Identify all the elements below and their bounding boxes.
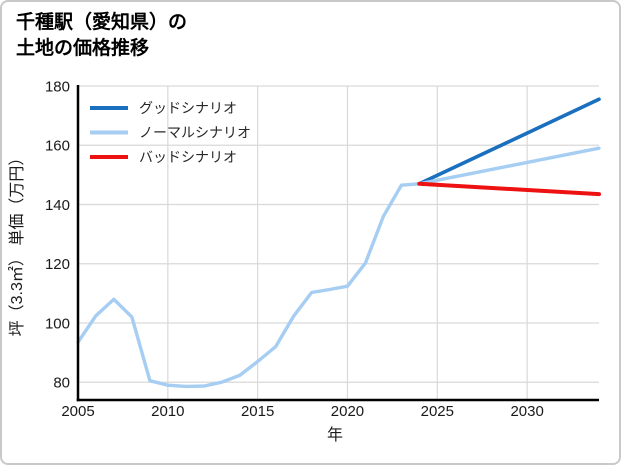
- y-tick-label-80: 80: [53, 375, 70, 392]
- legend-label-bad-scenario: バッドシナリオ: [139, 149, 237, 165]
- x-axis-label: 年: [327, 426, 343, 444]
- x-tick-label-2025: 2025: [421, 403, 454, 420]
- chart-title-line2: 土地の価格推移: [16, 38, 150, 59]
- chart-title: 千種駅（愛知県）の 土地の価格推移: [16, 10, 187, 62]
- y-tick-label-100: 100: [45, 315, 70, 332]
- x-tick-label-2020: 2020: [331, 403, 364, 420]
- legend-label-normal-scenario: ノーマルシナリオ: [139, 125, 251, 141]
- y-tick-label-180: 180: [45, 79, 70, 96]
- series-line-bad-scenario: [417, 181, 601, 197]
- series-line-normal-scenario: [76, 146, 601, 389]
- chart-title-line1: 千種駅（愛知県）の: [16, 12, 188, 33]
- y-tick-label-120: 120: [45, 256, 70, 273]
- legend-label-good-scenario: グッドシナリオ: [139, 100, 237, 116]
- series-line-good-scenario: [417, 97, 601, 186]
- y-tick-label-140: 140: [45, 197, 70, 214]
- y-axis-label: 坪（3.3㎡） 単価（万円）: [8, 150, 26, 337]
- y-tick-label-160: 160: [45, 138, 70, 155]
- x-tick-label-2015: 2015: [241, 403, 274, 420]
- x-tick-label-2005: 2005: [61, 403, 94, 420]
- x-tick-label-2030: 2030: [510, 403, 543, 420]
- x-tick-label-2010: 2010: [151, 403, 184, 420]
